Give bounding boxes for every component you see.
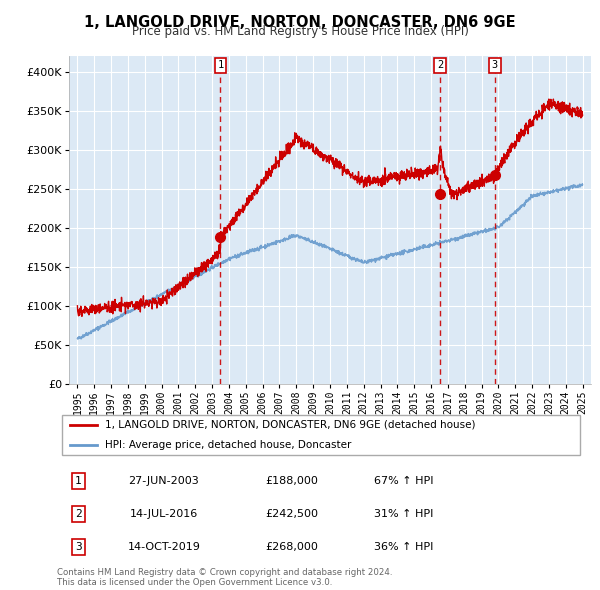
Text: £188,000: £188,000: [266, 476, 319, 486]
Text: 27-JUN-2003: 27-JUN-2003: [128, 476, 199, 486]
Text: 1: 1: [217, 60, 224, 70]
Text: 2: 2: [75, 509, 82, 519]
Text: 31% ↑ HPI: 31% ↑ HPI: [374, 509, 434, 519]
Text: 1, LANGOLD DRIVE, NORTON, DONCASTER, DN6 9GE (detached house): 1, LANGOLD DRIVE, NORTON, DONCASTER, DN6…: [105, 420, 476, 430]
Text: 3: 3: [492, 60, 498, 70]
Text: £268,000: £268,000: [266, 542, 319, 552]
Text: £242,500: £242,500: [265, 509, 319, 519]
Text: 2: 2: [437, 60, 443, 70]
Text: 14-JUL-2016: 14-JUL-2016: [130, 509, 198, 519]
Text: 67% ↑ HPI: 67% ↑ HPI: [374, 476, 434, 486]
Text: Contains HM Land Registry data © Crown copyright and database right 2024.
This d: Contains HM Land Registry data © Crown c…: [57, 568, 392, 587]
Text: Price paid vs. HM Land Registry's House Price Index (HPI): Price paid vs. HM Land Registry's House …: [131, 25, 469, 38]
Text: 1: 1: [75, 476, 82, 486]
Text: 14-OCT-2019: 14-OCT-2019: [127, 542, 200, 552]
Text: 1, LANGOLD DRIVE, NORTON, DONCASTER, DN6 9GE: 1, LANGOLD DRIVE, NORTON, DONCASTER, DN6…: [84, 15, 516, 30]
Text: 36% ↑ HPI: 36% ↑ HPI: [374, 542, 434, 552]
Text: HPI: Average price, detached house, Doncaster: HPI: Average price, detached house, Donc…: [105, 440, 352, 450]
Text: 3: 3: [75, 542, 82, 552]
FancyBboxPatch shape: [62, 415, 580, 455]
